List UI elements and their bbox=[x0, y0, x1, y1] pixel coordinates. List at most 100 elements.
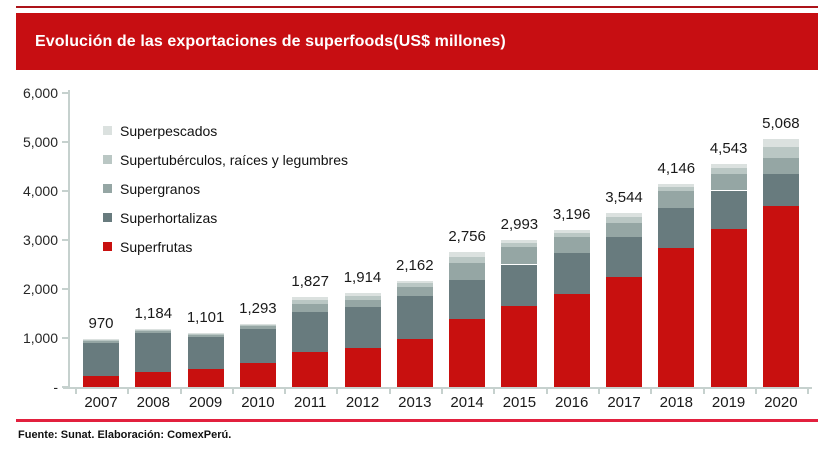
bar-segment-supertubérculos-2014 bbox=[449, 257, 486, 263]
bar-segment-superpescados-2007 bbox=[83, 339, 119, 341]
report-title: Evolución de las exportaciones de superf… bbox=[35, 32, 506, 50]
legend-item-supertubérculos: Supertubérculos, raíces y legumbres bbox=[103, 145, 348, 174]
top-rule bbox=[16, 6, 818, 8]
legend-swatch-icon bbox=[103, 126, 112, 135]
bar-segment-supertubérculos-2020 bbox=[762, 146, 799, 158]
x-axis-tick bbox=[127, 387, 130, 394]
x-axis-tick bbox=[179, 387, 182, 394]
y-axis-tick bbox=[62, 288, 69, 290]
bar-segment-supertubérculos-2013 bbox=[396, 283, 433, 287]
total-label-2019: 4,543 bbox=[709, 140, 748, 158]
year-label-2012: 2012 bbox=[345, 394, 380, 411]
total-label-2020: 5,068 bbox=[762, 114, 800, 132]
bar-segment-superhortalizas-2016 bbox=[553, 253, 590, 294]
year-label-2007: 2007 bbox=[84, 394, 118, 411]
bar-segment-superhortalizas-2007 bbox=[83, 343, 119, 376]
bar-segment-supertubérculos-2008 bbox=[135, 329, 172, 331]
total-label-2011: 1,827 bbox=[291, 273, 329, 291]
x-axis-tick bbox=[702, 387, 705, 394]
y-axis-label-1000: 1,000 bbox=[22, 330, 58, 346]
total-label-2010: 1,293 bbox=[239, 299, 277, 317]
legend-item-superfrutas: Superfrutas bbox=[103, 232, 348, 261]
year-label-2008: 2008 bbox=[136, 394, 170, 411]
y-axis-label-5000: 5,000 bbox=[22, 134, 58, 150]
year-label-2016: 2016 bbox=[555, 394, 589, 411]
bar-segment-supertubérculos-2017 bbox=[606, 217, 642, 223]
x-axis-tick bbox=[493, 387, 496, 394]
bar-segment-superhortalizas-2020 bbox=[762, 173, 799, 207]
total-label-2017: 3,544 bbox=[605, 189, 643, 207]
y-axis-label-2000: 2,000 bbox=[22, 281, 58, 297]
bar-segment-supergranos-2020 bbox=[762, 157, 799, 174]
x-axis-tick bbox=[231, 387, 234, 394]
bar-segment-superfrutas-2007 bbox=[83, 375, 119, 387]
bar-segment-supertubérculos-2018 bbox=[658, 186, 695, 191]
legend-swatch-icon bbox=[103, 242, 112, 251]
bar-segment-supertubérculos-2012 bbox=[344, 295, 381, 300]
bar-segment-superhortalizas-2013 bbox=[396, 295, 433, 339]
legend-item-superpescados: Superpescados bbox=[103, 116, 348, 145]
bar-segment-superpescados-2017 bbox=[606, 213, 642, 218]
total-label-2018: 4,146 bbox=[657, 159, 696, 177]
legend-item-supergranos: Supergranos bbox=[103, 174, 348, 203]
bar-segment-superfrutas-2017 bbox=[606, 277, 642, 387]
legend-swatch-icon bbox=[103, 184, 112, 193]
y-axis-label-3000: 3,000 bbox=[22, 232, 58, 248]
bar-segment-supergranos-2009 bbox=[187, 334, 224, 337]
y-axis-tick bbox=[62, 190, 69, 192]
year-label-2019: 2019 bbox=[711, 394, 746, 411]
bar-segment-superhortalizas-2011 bbox=[292, 311, 329, 353]
x-axis-tick bbox=[754, 387, 757, 394]
total-label-2009: 1,101 bbox=[186, 309, 225, 327]
bar-segment-supergranos-2018 bbox=[658, 191, 695, 209]
bar-segment-supergranos-2017 bbox=[606, 222, 642, 238]
bar-segment-superfrutas-2008 bbox=[135, 371, 172, 387]
bar-segment-superhortalizas-2019 bbox=[710, 190, 747, 229]
bar-segment-superfrutas-2010 bbox=[239, 363, 276, 387]
bar-segment-superpescados-2012 bbox=[344, 293, 381, 296]
year-label-2018: 2018 bbox=[659, 394, 693, 411]
bar-segment-supertubérculos-2007 bbox=[83, 340, 119, 342]
bar-segment-supergranos-2012 bbox=[344, 299, 381, 308]
bar-segment-superfrutas-2009 bbox=[187, 368, 224, 387]
legend-item-superhortalizas: Superhortalizas bbox=[103, 203, 348, 232]
bar-segment-supertubérculos-2015 bbox=[501, 242, 538, 248]
bar-segment-supergranos-2015 bbox=[501, 247, 538, 265]
legend-label: Supertubérculos, raíces y legumbres bbox=[120, 151, 348, 168]
bar-segment-supergranos-2019 bbox=[710, 174, 747, 191]
bar-segment-superhortalizas-2012 bbox=[344, 307, 381, 348]
x-axis-tick bbox=[597, 387, 600, 394]
legend-swatch-icon bbox=[103, 155, 112, 164]
bar-segment-superfrutas-2018 bbox=[658, 248, 695, 387]
x-axis-tick bbox=[441, 387, 443, 394]
y-axis-label-4000: 4,000 bbox=[22, 183, 58, 199]
total-label-2014: 2,756 bbox=[448, 227, 486, 245]
bar-segment-superhortalizas-2018 bbox=[658, 208, 695, 249]
y-axis-tick bbox=[62, 337, 69, 339]
bar-segment-superpescados-2008 bbox=[135, 328, 172, 330]
bar-segment-supergranos-2007 bbox=[83, 341, 119, 344]
bar-segment-superhortalizas-2014 bbox=[449, 280, 486, 319]
y-axis-line bbox=[68, 90, 70, 388]
total-label-2012: 1,914 bbox=[343, 269, 382, 287]
bar-segment-supergranos-2008 bbox=[135, 330, 172, 334]
bar-segment-superpescados-2018 bbox=[658, 183, 695, 187]
footer-rule bbox=[16, 419, 818, 422]
title-banner: Evolución de las exportaciones de superf… bbox=[16, 13, 818, 70]
year-label-2015: 2015 bbox=[502, 394, 537, 411]
total-label-2008: 1,184 bbox=[134, 304, 173, 322]
legend-swatch-icon bbox=[103, 213, 112, 222]
legend-label: Supergranos bbox=[120, 180, 201, 197]
bar-segment-superpescados-2019 bbox=[710, 164, 747, 168]
bar-segment-supertubérculos-2010 bbox=[239, 324, 276, 326]
bar-segment-superhortalizas-2008 bbox=[135, 333, 172, 372]
x-axis-line bbox=[63, 387, 812, 389]
year-label-2017: 2017 bbox=[607, 394, 641, 411]
year-label-2010: 2010 bbox=[241, 394, 275, 411]
y-axis-tick bbox=[62, 239, 69, 241]
bar-segment-supergranos-2010 bbox=[239, 325, 276, 329]
bar-segment-superhortalizas-2009 bbox=[187, 336, 224, 369]
total-label-2007: 970 bbox=[88, 315, 114, 333]
bar-segment-superpescados-2015 bbox=[501, 240, 538, 243]
